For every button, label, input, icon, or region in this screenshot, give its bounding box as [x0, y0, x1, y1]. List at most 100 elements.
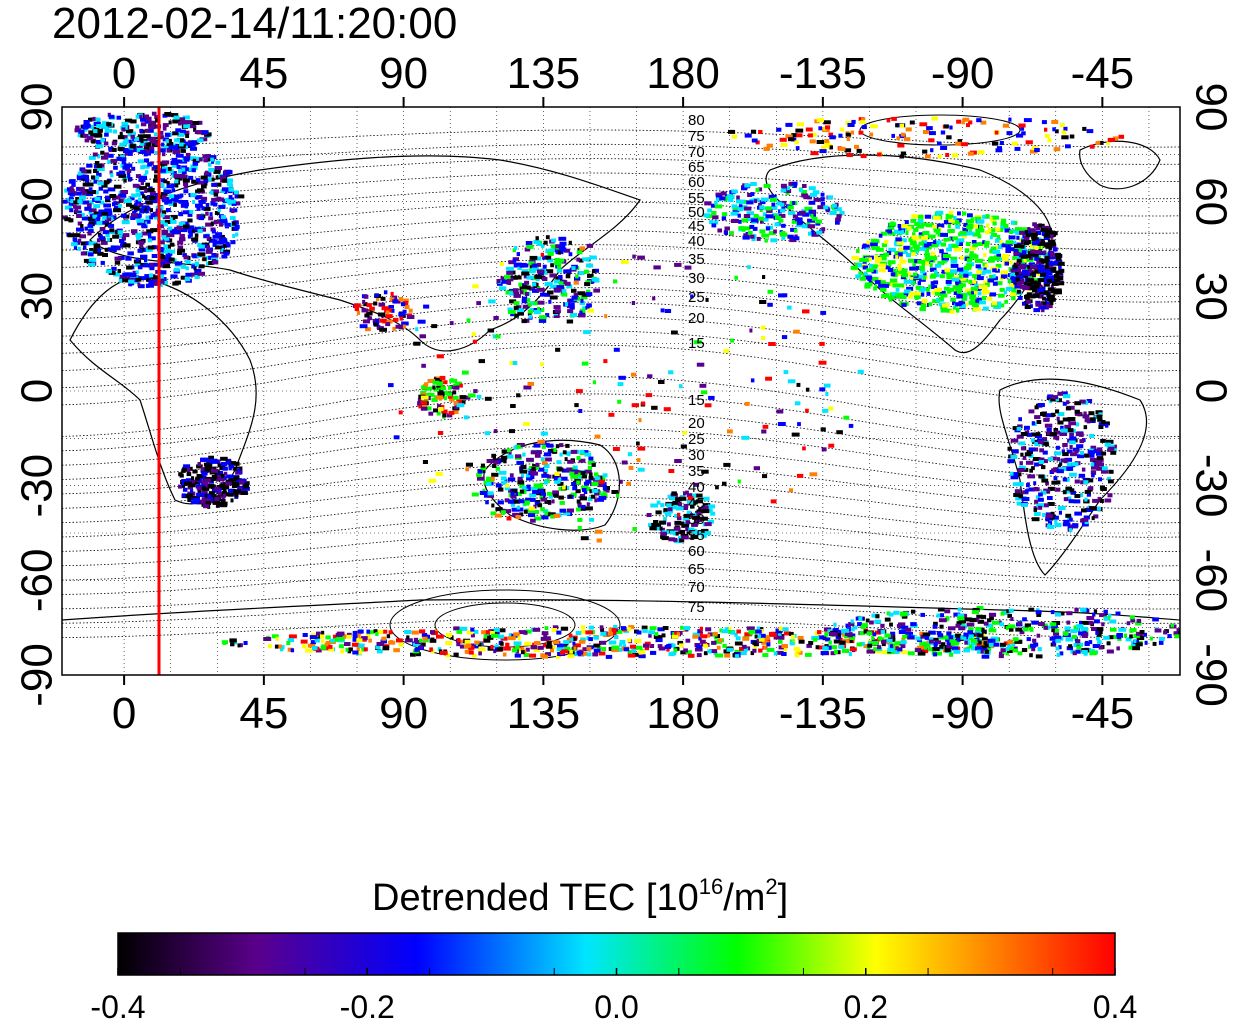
tec-dot — [873, 647, 880, 652]
tec-dot — [119, 157, 127, 162]
tec-dot — [1000, 642, 1006, 647]
tec-dot — [123, 199, 132, 203]
tec-dot — [759, 300, 767, 304]
tec-dot — [905, 631, 913, 636]
tec-dot — [543, 240, 548, 245]
tec-dot — [777, 633, 782, 638]
tec-dot — [966, 231, 975, 236]
tec-dot — [529, 653, 536, 658]
tec-dot — [1000, 218, 1007, 223]
tec-dot — [937, 141, 942, 146]
tec-dot — [563, 280, 568, 285]
tec-dot — [103, 152, 110, 157]
tec-dot — [811, 232, 819, 237]
tec-dot — [267, 644, 272, 649]
tec-dot — [920, 303, 927, 308]
tec-dot — [833, 639, 841, 644]
tec-dot — [871, 246, 880, 251]
tec-dot — [71, 242, 78, 247]
tec-dot — [540, 457, 545, 462]
tec-dot — [190, 488, 194, 493]
tec-dot — [98, 209, 106, 214]
tec-dot — [355, 638, 363, 643]
tec-dot — [497, 487, 504, 492]
tec-dot — [727, 429, 733, 434]
tec-dot — [900, 132, 906, 137]
tec-dot — [314, 638, 320, 643]
tec-dot — [136, 218, 145, 223]
tec-dot — [1143, 632, 1147, 637]
tec-dot — [178, 237, 186, 242]
tec-dot — [84, 206, 92, 211]
tec-dot — [98, 186, 103, 191]
tec-dot — [1091, 465, 1098, 470]
tec-dot — [119, 193, 126, 198]
tec-dot — [818, 126, 822, 131]
tec-dot — [899, 255, 903, 260]
tec-dot — [1038, 474, 1045, 479]
tec-dot — [962, 211, 967, 216]
tec-dot — [361, 308, 368, 313]
tec-dot — [112, 234, 120, 239]
tec-dot — [80, 251, 87, 256]
tec-dot — [874, 254, 879, 259]
tec-dot — [540, 431, 548, 436]
tec-dot — [196, 268, 202, 273]
tec-dot — [82, 200, 90, 205]
tec-dot — [1116, 635, 1122, 640]
tec-dot — [429, 647, 433, 652]
tec-dot — [557, 250, 561, 255]
tec-dot — [575, 274, 579, 279]
tec-dot — [897, 252, 903, 257]
tec-dot — [197, 188, 204, 193]
tec-dot — [600, 477, 606, 482]
tec-dot — [955, 623, 961, 628]
tec-dot — [219, 493, 226, 498]
tec-dot — [198, 247, 206, 252]
tec-dot — [879, 280, 886, 285]
tec-dot — [1076, 645, 1082, 650]
tec-dot — [1059, 651, 1064, 656]
tec-dot — [131, 230, 136, 235]
tec-dot — [1022, 301, 1026, 306]
contour-line — [62, 186, 1180, 217]
tec-dot — [926, 126, 933, 131]
tec-dot — [980, 120, 987, 125]
timestamp-title: 2012-02-14/11:20:00 — [52, 0, 457, 48]
tec-dot — [856, 248, 860, 253]
tec-dot — [492, 334, 497, 339]
tec-dot — [230, 197, 235, 202]
tec-dot — [932, 225, 937, 229]
tec-dot — [1017, 651, 1023, 656]
tec-dot — [883, 252, 889, 257]
tec-dot — [767, 302, 773, 307]
tec-dot — [696, 511, 702, 516]
tec-dot — [892, 283, 897, 288]
tec-dot — [977, 150, 985, 155]
tec-dot — [872, 632, 877, 637]
tec-dot — [839, 210, 845, 215]
tec-dot — [874, 259, 880, 264]
tec-dot — [545, 652, 551, 657]
tec-dot — [200, 175, 208, 180]
tec-dot — [436, 634, 444, 639]
tec-dot — [730, 630, 736, 635]
tec-dot — [1082, 126, 1087, 131]
tec-dot — [430, 637, 435, 642]
tec-dot — [558, 495, 564, 500]
tec-dot — [413, 341, 421, 346]
tec-dot — [1041, 305, 1049, 310]
tec-dot — [546, 474, 552, 479]
tec-dot — [922, 649, 929, 654]
tec-dot — [209, 190, 214, 195]
tec-dot — [1020, 244, 1025, 249]
tec-dot — [486, 482, 492, 486]
tec-dot — [954, 286, 963, 291]
tec-dot — [1136, 636, 1145, 640]
tec-dot — [1033, 235, 1037, 240]
tec-dot — [93, 204, 100, 209]
tec-dot — [880, 287, 887, 292]
tec-dot — [208, 168, 215, 172]
tec-dot — [1040, 272, 1046, 277]
tec-dot — [1011, 279, 1017, 283]
